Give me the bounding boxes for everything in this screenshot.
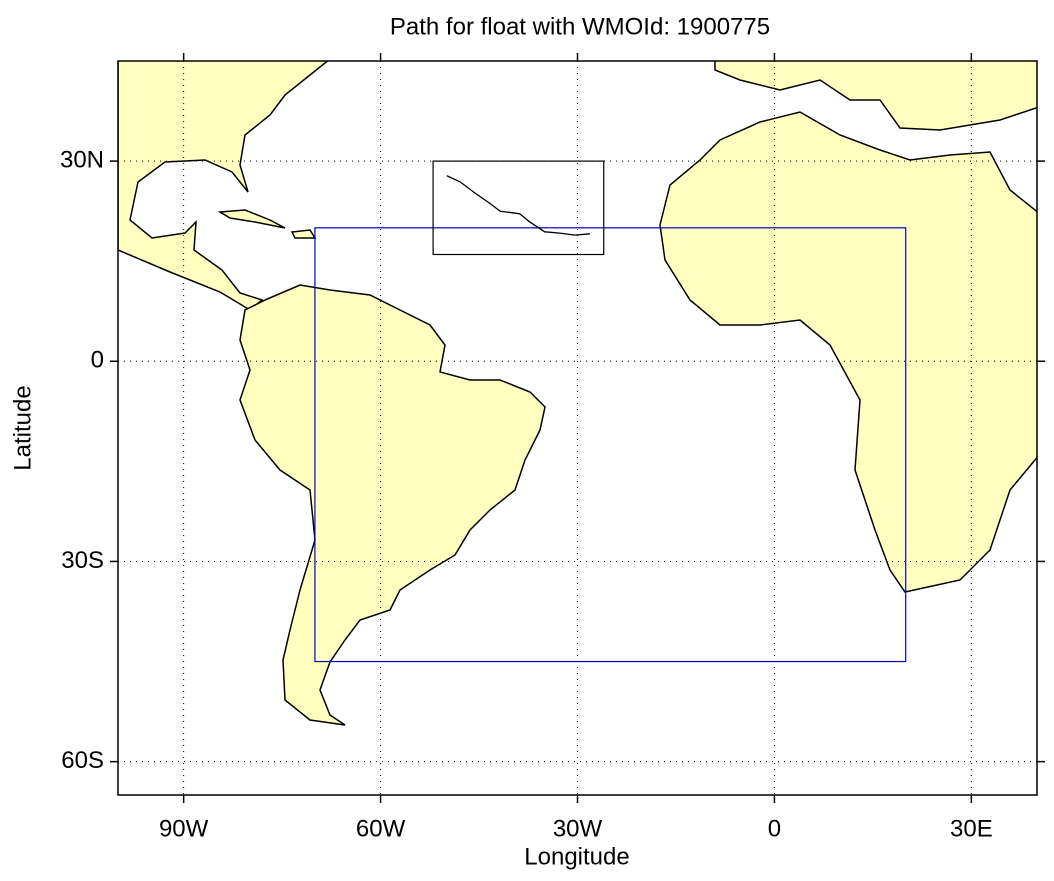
south-america (239, 284, 546, 726)
land (118, 61, 1037, 726)
x-tick-label: 30W (553, 815, 603, 842)
x-tick-label: 0 (768, 815, 781, 842)
europe (714, 61, 1037, 131)
float-track (446, 175, 591, 236)
cuba (217, 209, 286, 229)
y-tick-label: 0 (91, 347, 104, 374)
hispaniola (290, 229, 317, 239)
chart-title: Path for float with WMOId: 1900775 (390, 13, 770, 40)
y-tick-label: 30S (61, 547, 104, 574)
x-tick-label: 90W (159, 815, 209, 842)
region-box (432, 160, 605, 256)
x-axis-label: Longitude (524, 843, 629, 870)
y-tick-label: 60S (61, 747, 104, 774)
region-box (314, 227, 907, 663)
africa (659, 111, 1037, 593)
x-tick-label: 60W (356, 815, 406, 842)
y-tick-label: 30N (60, 146, 104, 173)
x-tick-label: 30E (950, 815, 993, 842)
y-axis-label: Latitude (9, 385, 36, 470)
